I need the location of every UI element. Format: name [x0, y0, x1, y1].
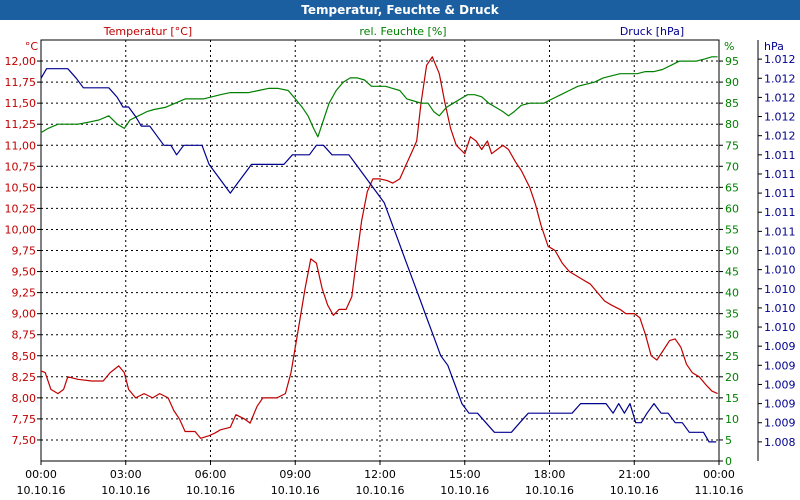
pressure-series-line [40, 68, 717, 443]
humidity-tick-label: 60 [725, 202, 739, 215]
pressure-tick-label: 1.012 [764, 130, 796, 143]
humidity-unit: % [724, 40, 734, 53]
pressure-tick-label: 1.011 [764, 149, 796, 162]
humidity-tick-label: 90 [725, 76, 739, 89]
pressure-tick-label: 1.012 [764, 91, 796, 104]
pressure-tick-label: 1.009 [764, 378, 796, 391]
date-tick-label: 10.10.16 [101, 484, 150, 497]
temperature-axis: 7,50 7,75 8,00 8,25 8,50 8,75 9,00 9,25 9,50 9,75… [5, 55, 41, 447]
pressure-tick-label: 1.011 [764, 187, 796, 200]
time-tick-label: 00:00 [25, 468, 57, 481]
temperature-tick-label: 12,00 [5, 55, 37, 68]
pressure-tick-label: 1.010 [764, 283, 796, 296]
humidity-tick-label: 95 [725, 55, 739, 68]
pressure-axis-title: Druck [hPa] [620, 25, 684, 38]
pressure-tick-label: 1.010 [764, 245, 796, 258]
humidity-tick-label: 30 [725, 329, 739, 342]
time-tick-label: 03:00 [110, 468, 142, 481]
pressure-tick-label: 1.009 [764, 398, 796, 411]
weather-chart: 7,50 7,75 8,00 8,25 8,50 8,75 9,00 9,25 9,50 9,75… [5, 25, 796, 497]
humidity-tick-label: 55 [725, 223, 739, 236]
pressure-tick-label: 1.010 [764, 321, 796, 334]
pressure-unit: hPa [764, 40, 784, 53]
date-tick-label: 10.10.16 [356, 484, 405, 497]
date-tick-label: 10.10.16 [17, 484, 66, 497]
humidity-tick-label: 50 [725, 245, 739, 258]
date-tick-label: 10.10.16 [610, 484, 659, 497]
humidity-series-line [40, 56, 718, 138]
time-tick-label: 00:00 [703, 468, 735, 481]
temperature-tick-label: 9,50 [12, 266, 37, 279]
time-tick-label: 15:00 [449, 468, 481, 481]
temperature-tick-label: 7,75 [12, 413, 37, 426]
temperature-unit: °C [25, 40, 39, 53]
time-axis: 00:00 10.10.16 03:00 10.10.16 06:00 10.10.16 0… [17, 461, 744, 497]
temperature-tick-label: 9,25 [12, 287, 37, 300]
date-tick-label: 10.10.16 [525, 484, 574, 497]
series-layer [40, 56, 718, 443]
humidity-tick-label: 75 [725, 139, 739, 152]
humidity-tick-label: 5 [725, 434, 732, 447]
temperature-tick-label: 8,75 [12, 329, 37, 342]
temperature-series-line [40, 56, 718, 439]
humidity-tick-label: 20 [725, 371, 739, 384]
temperature-tick-label: 7,50 [12, 434, 37, 447]
temperature-tick-label: 10,75 [5, 160, 37, 173]
time-tick-label: 21:00 [618, 468, 650, 481]
pressure-tick-label: 1.008 [764, 436, 796, 449]
temperature-axis-title: Temperatur [°C] [103, 25, 192, 38]
time-tick-label: 18:00 [534, 468, 566, 481]
pressure-tick-label: 1.011 [764, 168, 796, 181]
humidity-tick-label: 65 [725, 181, 739, 194]
pressure-tick-label: 1.012 [764, 53, 796, 66]
pressure-tick-label: 1.009 [764, 359, 796, 372]
temperature-tick-label: 11,25 [5, 118, 37, 131]
pressure-tick-label: 1.011 [764, 206, 796, 219]
humidity-tick-label: 45 [725, 266, 739, 279]
humidity-tick-label: 40 [725, 287, 739, 300]
temperature-tick-label: 10,00 [5, 223, 37, 236]
pressure-tick-label: 1.011 [764, 225, 796, 238]
humidity-tick-label: 70 [725, 160, 739, 173]
humidity-axis: 0 5 10 15 20 25 30 35 40 45 50 55 60 65 70 75 80 85 90 95 [719, 55, 739, 468]
temperature-tick-label: 11,50 [5, 97, 37, 110]
pressure-tick-label: 1.009 [764, 417, 796, 430]
temperature-tick-label: 9,00 [12, 308, 37, 321]
pressure-tick-label: 1.012 [764, 72, 796, 85]
humidity-tick-label: 15 [725, 392, 739, 405]
time-tick-label: 09:00 [279, 468, 311, 481]
humidity-tick-label: 35 [725, 308, 739, 321]
temperature-tick-label: 9,75 [12, 245, 37, 258]
window-title: Temperatur, Feuchte & Druck [0, 0, 800, 20]
temperature-tick-label: 10,50 [5, 181, 37, 194]
humidity-tick-label: 25 [725, 350, 739, 363]
pressure-tick-label: 1.012 [764, 111, 796, 124]
pressure-tick-label: 1.009 [764, 340, 796, 353]
temperature-tick-label: 11,75 [5, 76, 37, 89]
temperature-tick-label: 8,25 [12, 371, 37, 384]
temperature-tick-label: 8,50 [12, 350, 37, 363]
date-tick-label: 10.10.16 [440, 484, 489, 497]
grid [41, 40, 719, 461]
pressure-tick-label: 1.010 [764, 264, 796, 277]
humidity-tick-label: 80 [725, 118, 739, 131]
humidity-tick-label: 85 [725, 97, 739, 110]
humidity-axis-title: rel. Feuchte [%] [359, 25, 446, 38]
date-tick-label: 10.10.16 [271, 484, 320, 497]
time-tick-label: 12:00 [364, 468, 396, 481]
temperature-tick-label: 8,00 [12, 392, 37, 405]
pressure-axis: 1.008 1.009 1.009 1.009 1.009 1.009 1.010 1.010… [757, 40, 796, 461]
humidity-tick-label: 0 [725, 455, 732, 468]
date-tick-label: 10.10.16 [186, 484, 235, 497]
time-tick-label: 06:00 [195, 468, 227, 481]
humidity-tick-label: 10 [725, 413, 739, 426]
date-tick-label: 11.10.16 [695, 484, 744, 497]
temperature-tick-label: 11,00 [5, 139, 37, 152]
pressure-tick-label: 1.010 [764, 302, 796, 315]
temperature-tick-label: 10,25 [5, 202, 37, 215]
